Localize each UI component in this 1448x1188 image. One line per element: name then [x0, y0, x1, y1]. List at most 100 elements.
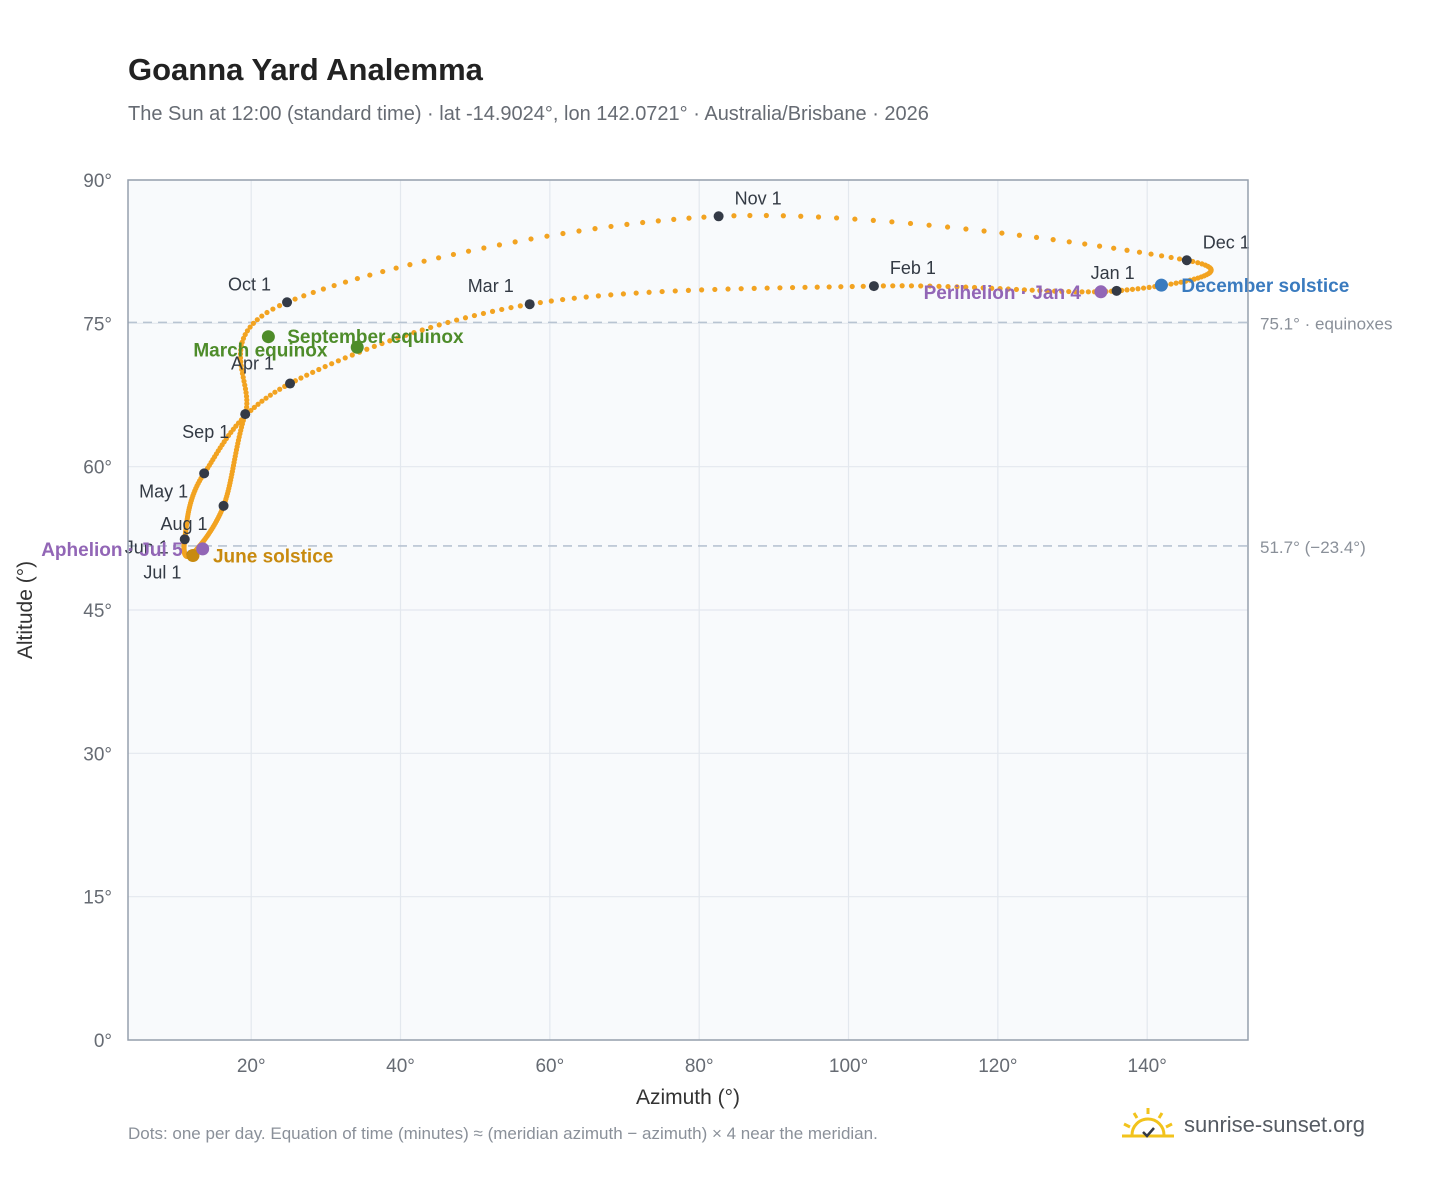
day-dot [918, 283, 924, 289]
day-dot [1016, 232, 1023, 238]
x-tick-label: 40° [386, 1056, 415, 1077]
brand: sunrise-sunset.org [1120, 1100, 1365, 1150]
month-marker [199, 468, 210, 479]
day-dot [411, 330, 417, 336]
day-dot [1013, 286, 1020, 293]
day-dot [1111, 245, 1117, 251]
day-dot [592, 226, 598, 232]
day-dot [292, 296, 298, 302]
day-dot [329, 361, 335, 367]
day-dot [944, 224, 951, 230]
grid [128, 179, 1248, 1041]
equinox-marker [261, 330, 275, 344]
day-dot [301, 293, 307, 299]
day-dot [595, 293, 601, 299]
day-dot [238, 347, 244, 353]
reference-lines: 75.1° · equinoxes 51.7° (−23.4°) [128, 314, 1393, 557]
day-dot [701, 214, 707, 220]
footnote: Dots: one per day. Equation of time (min… [128, 1124, 878, 1143]
day-dot [1044, 288, 1050, 294]
day-dot [238, 359, 244, 365]
y-tick-label: 90° [83, 171, 112, 192]
day-dot [945, 283, 951, 290]
day-dot [237, 355, 244, 361]
day-dot [320, 286, 326, 292]
day-dot [454, 317, 460, 323]
day-dot [1033, 234, 1040, 241]
y-tick-label: 30° [83, 744, 112, 765]
day-dot [963, 284, 969, 290]
month-marker [282, 297, 293, 308]
day-dot [371, 343, 377, 350]
day-dot [380, 268, 386, 275]
day-dot [583, 294, 589, 300]
day-dot [608, 292, 614, 298]
y-tick-label: 15° [83, 888, 112, 909]
day-dot [936, 283, 942, 289]
day-dot [763, 212, 769, 219]
y-tick-label: 0° [94, 1031, 112, 1052]
day-dot [517, 303, 523, 309]
day-dot [1148, 251, 1154, 257]
day-dot [244, 401, 250, 407]
day-dot [1037, 287, 1043, 294]
day-dot [870, 217, 876, 223]
day-dot [537, 299, 543, 306]
day-dot [255, 401, 261, 407]
day-dot [699, 287, 705, 293]
day-dot [908, 283, 915, 289]
day-dot [244, 328, 251, 334]
day-dot [907, 220, 914, 227]
x-axis-label: Azimuth (°) [636, 1086, 740, 1109]
month-marker [285, 378, 296, 389]
day-dot [310, 289, 316, 296]
month-marker [868, 281, 879, 292]
day-dot [379, 340, 385, 347]
day-dot [1176, 256, 1183, 262]
day-dot [238, 343, 244, 349]
month-marker [218, 500, 229, 511]
day-dot [263, 395, 269, 401]
day-dot [815, 214, 822, 220]
day-dot [926, 222, 932, 228]
day-dot [428, 324, 434, 331]
month-marker [240, 409, 251, 420]
day-dot [777, 285, 783, 291]
month-label: Sep 1 [182, 422, 229, 442]
day-dot [462, 315, 469, 321]
day-dot [1183, 278, 1189, 284]
day-dot [251, 404, 257, 410]
day-dot [1021, 287, 1027, 293]
day-dot [608, 223, 614, 230]
day-dot [789, 284, 796, 291]
day-dot [1195, 260, 1201, 266]
day-dot [436, 255, 442, 261]
day-dot [298, 375, 304, 381]
x-tick-label: 80° [685, 1056, 714, 1077]
day-dot [624, 221, 630, 227]
day-dot [1136, 249, 1143, 255]
day-dot [310, 369, 316, 375]
day-dot [238, 363, 244, 369]
event-label: Aphelion · Jul 5 [41, 540, 183, 561]
day-dot [1005, 286, 1011, 292]
x-tick-label: 140° [1128, 1056, 1167, 1077]
day-dot [971, 284, 978, 291]
day-dot [655, 218, 661, 224]
day-dot [508, 304, 514, 311]
month-label: Dec 1 [1203, 232, 1250, 252]
day-dot [421, 258, 427, 264]
day-dot [852, 216, 858, 222]
day-dot [1096, 243, 1103, 249]
day-dot [899, 283, 905, 289]
month-markers: Jan 1 Feb 1 Mar 1 Apr 1 May 1 Jun 1 Jul 1 Aug 1… [125, 188, 1250, 582]
day-dot [496, 242, 503, 248]
axis-ticks: 20° 40° 60° 80° 100° 120° 140° 0° 15° 30° 45° 60° 75… [83, 171, 1167, 1077]
day-dot [1168, 254, 1174, 261]
day-dot [954, 284, 960, 290]
day-dot [1066, 239, 1072, 245]
month-label: Oct 1 [228, 274, 271, 294]
day-dot [560, 230, 566, 237]
month-label: Jul 1 [143, 563, 181, 583]
